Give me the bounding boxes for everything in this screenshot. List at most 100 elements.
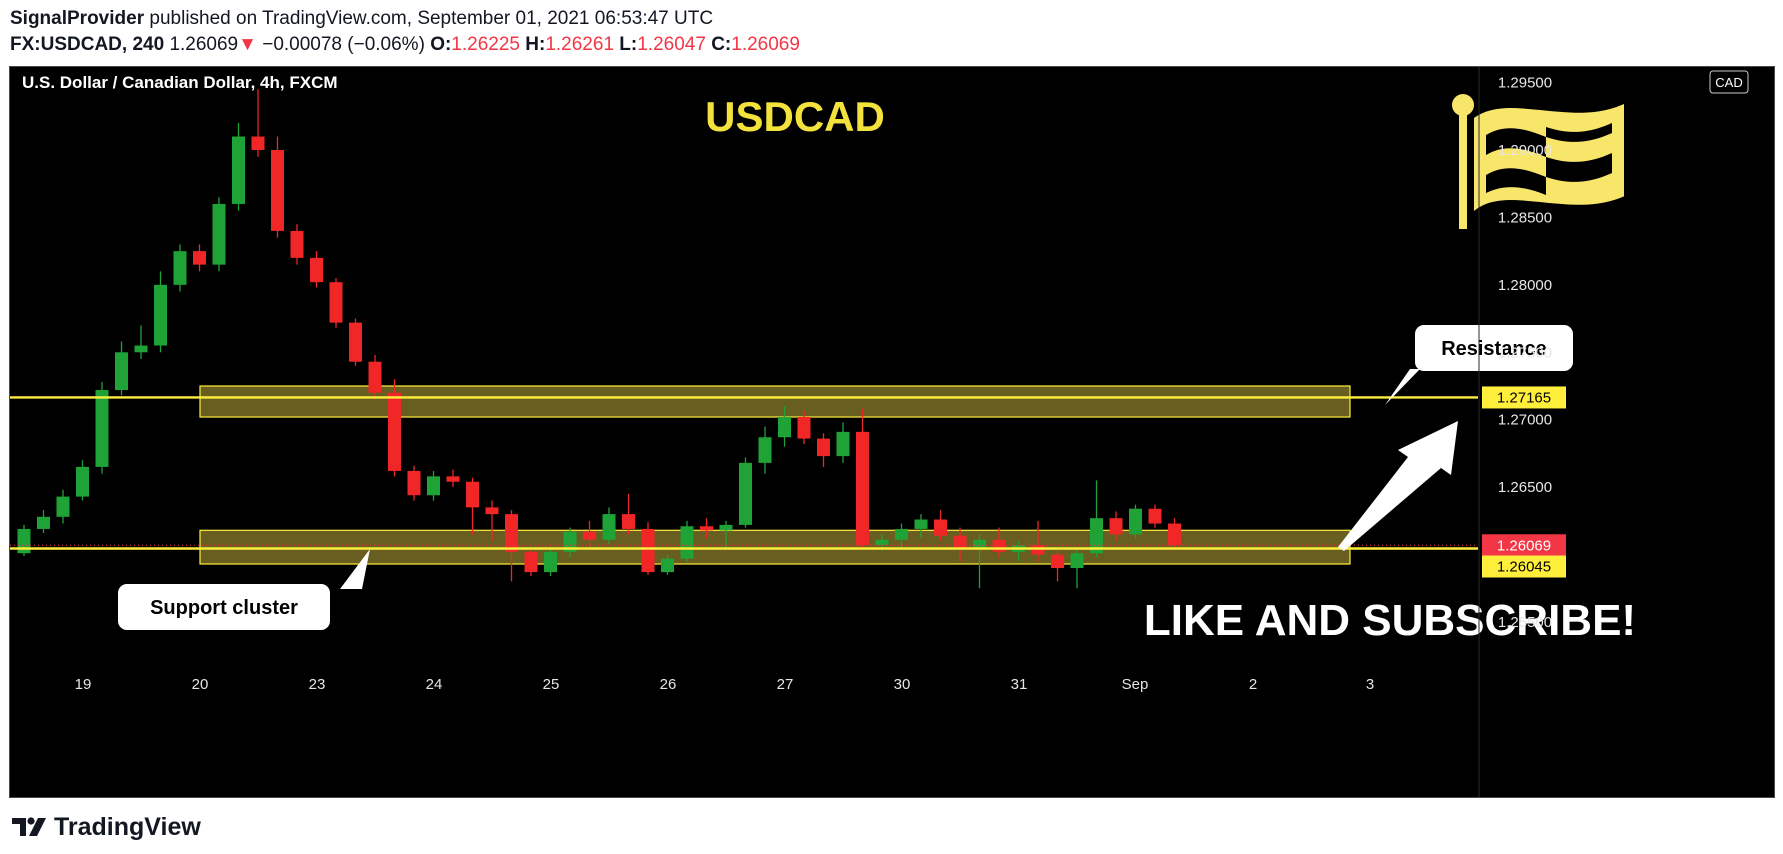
candle-body [290, 230, 304, 258]
level-tag-resistance: 1.27165 [1482, 386, 1566, 409]
tradingview-logo[interactable]: TradingView [10, 812, 201, 842]
candle [661, 554, 674, 575]
candle-body [310, 257, 323, 283]
candle [739, 457, 752, 528]
published-text: published on TradingView.com, September … [149, 8, 714, 29]
level-tag-support: 1.26045 [1482, 555, 1566, 578]
time-tick-label: 24 [426, 676, 443, 693]
price-change: −0.00078 (−0.06%) [262, 34, 425, 55]
open-value: 1.26225 [451, 34, 520, 55]
high-value: 1.26261 [545, 34, 615, 55]
time-tick-label: 23 [309, 676, 326, 693]
time-tick-label: 26 [660, 676, 677, 693]
tradingview-logo-icon [12, 817, 46, 836]
candle-body [1129, 508, 1142, 535]
time-scale[interactable]: 19 20 23 24 25 26 27 30 31 Sep 2 3 [75, 676, 1375, 693]
price-tick-label: 1.28500 [1498, 209, 1552, 226]
like-subscribe-text: LIKE AND SUBSCRIBE! [1144, 596, 1636, 645]
candle [154, 271, 167, 353]
candle [368, 354, 382, 400]
candle-body [37, 516, 50, 529]
candle-body [778, 417, 791, 438]
candle [134, 325, 148, 360]
candle [485, 500, 499, 542]
level-tag-support-label: 1.26045 [1497, 559, 1551, 576]
candle [817, 433, 830, 467]
candlestick-chart[interactable]: U.S. Dollar / Canadian Dollar, 4h, FXCM … [10, 67, 1774, 797]
candle [797, 410, 811, 444]
publisher-name[interactable]: SignalProvider [10, 8, 145, 29]
candle [446, 469, 460, 488]
price-tick-label: 1.28000 [1498, 277, 1552, 294]
candle-body [992, 539, 1006, 552]
candle-body [797, 417, 811, 439]
symbol-label: FX:USDCAD, 240 [10, 34, 165, 55]
price-tick-label: 1.25500 [1498, 614, 1552, 631]
candle-body [251, 136, 265, 150]
candle-body [368, 361, 382, 393]
candle-body [524, 551, 538, 573]
candle-body [232, 136, 245, 204]
currency-badge-label: CAD [1715, 75, 1742, 90]
price-tick-label: 1.26500 [1498, 479, 1552, 496]
candle-body [193, 251, 206, 265]
chart-title: U.S. Dollar / Canadian Dollar, 4h, FXCM [22, 73, 338, 92]
candle [1168, 518, 1181, 550]
candle [56, 489, 70, 524]
candle-body [115, 352, 128, 391]
time-tick-label: 20 [192, 676, 209, 693]
candle [329, 278, 343, 329]
candle-body [914, 519, 928, 529]
candle-body [173, 251, 187, 285]
candle [193, 244, 206, 272]
candle-body [212, 203, 226, 265]
candle-body [934, 519, 947, 536]
candle-body [505, 514, 518, 552]
candle [934, 510, 947, 542]
down-arrow-icon: ▼ [238, 34, 257, 55]
currency-badge[interactable]: CAD [1709, 70, 1749, 94]
zone-support [199, 529, 1351, 565]
price-tick-label: 1.29000 [1498, 142, 1552, 159]
candle [563, 527, 577, 558]
resistance-callout: Resistance [1385, 325, 1573, 405]
ohlc-line: FX:USDCAD, 240 1.26069 ▼ −0.00078 (−0.06%… [10, 32, 1770, 58]
candle-body [622, 514, 635, 529]
candle [1148, 504, 1162, 528]
chart-header: SignalProvider published on TradingView.… [10, 6, 1770, 58]
candle-body [1148, 508, 1162, 524]
time-tick-label: 31 [1011, 676, 1028, 693]
breakout-arrow-icon [1338, 421, 1458, 551]
candle-body [544, 551, 557, 573]
level-tag-resistance-label: 1.27165 [1497, 389, 1551, 406]
candle [622, 493, 635, 535]
candle [76, 460, 89, 501]
candle-body [661, 558, 674, 573]
levels-layer [10, 396, 1478, 550]
resistance-label: Resistance [1441, 338, 1547, 360]
candle-body [76, 466, 89, 497]
candle [895, 523, 908, 548]
candle-body [563, 531, 577, 552]
candle [466, 477, 479, 535]
time-tick-label: 30 [894, 676, 911, 693]
candle [427, 470, 440, 501]
chart-area[interactable]: U.S. Dollar / Canadian Dollar, 4h, FXCM … [9, 66, 1775, 798]
time-tick-label: 2 [1249, 676, 1257, 693]
low-label: L: [619, 34, 638, 55]
price-tags: 1.27165 1.26069 1.26045 [1482, 386, 1566, 578]
candle [1129, 504, 1142, 539]
candle [836, 422, 850, 463]
price-scale[interactable]: 1.255001.260001.265001.270001.275001.280… [1478, 67, 1552, 797]
candle [37, 510, 50, 533]
candle-body [427, 476, 440, 496]
time-tick-label: Sep [1122, 676, 1149, 693]
candle-body [485, 507, 499, 515]
candle [115, 341, 128, 396]
candle [953, 527, 967, 562]
time-tick-label: 25 [543, 676, 560, 693]
candle [388, 379, 401, 477]
level-tag-resistance-bg [1482, 386, 1566, 409]
close-value: 1.26069 [731, 34, 800, 55]
candle [544, 547, 557, 577]
